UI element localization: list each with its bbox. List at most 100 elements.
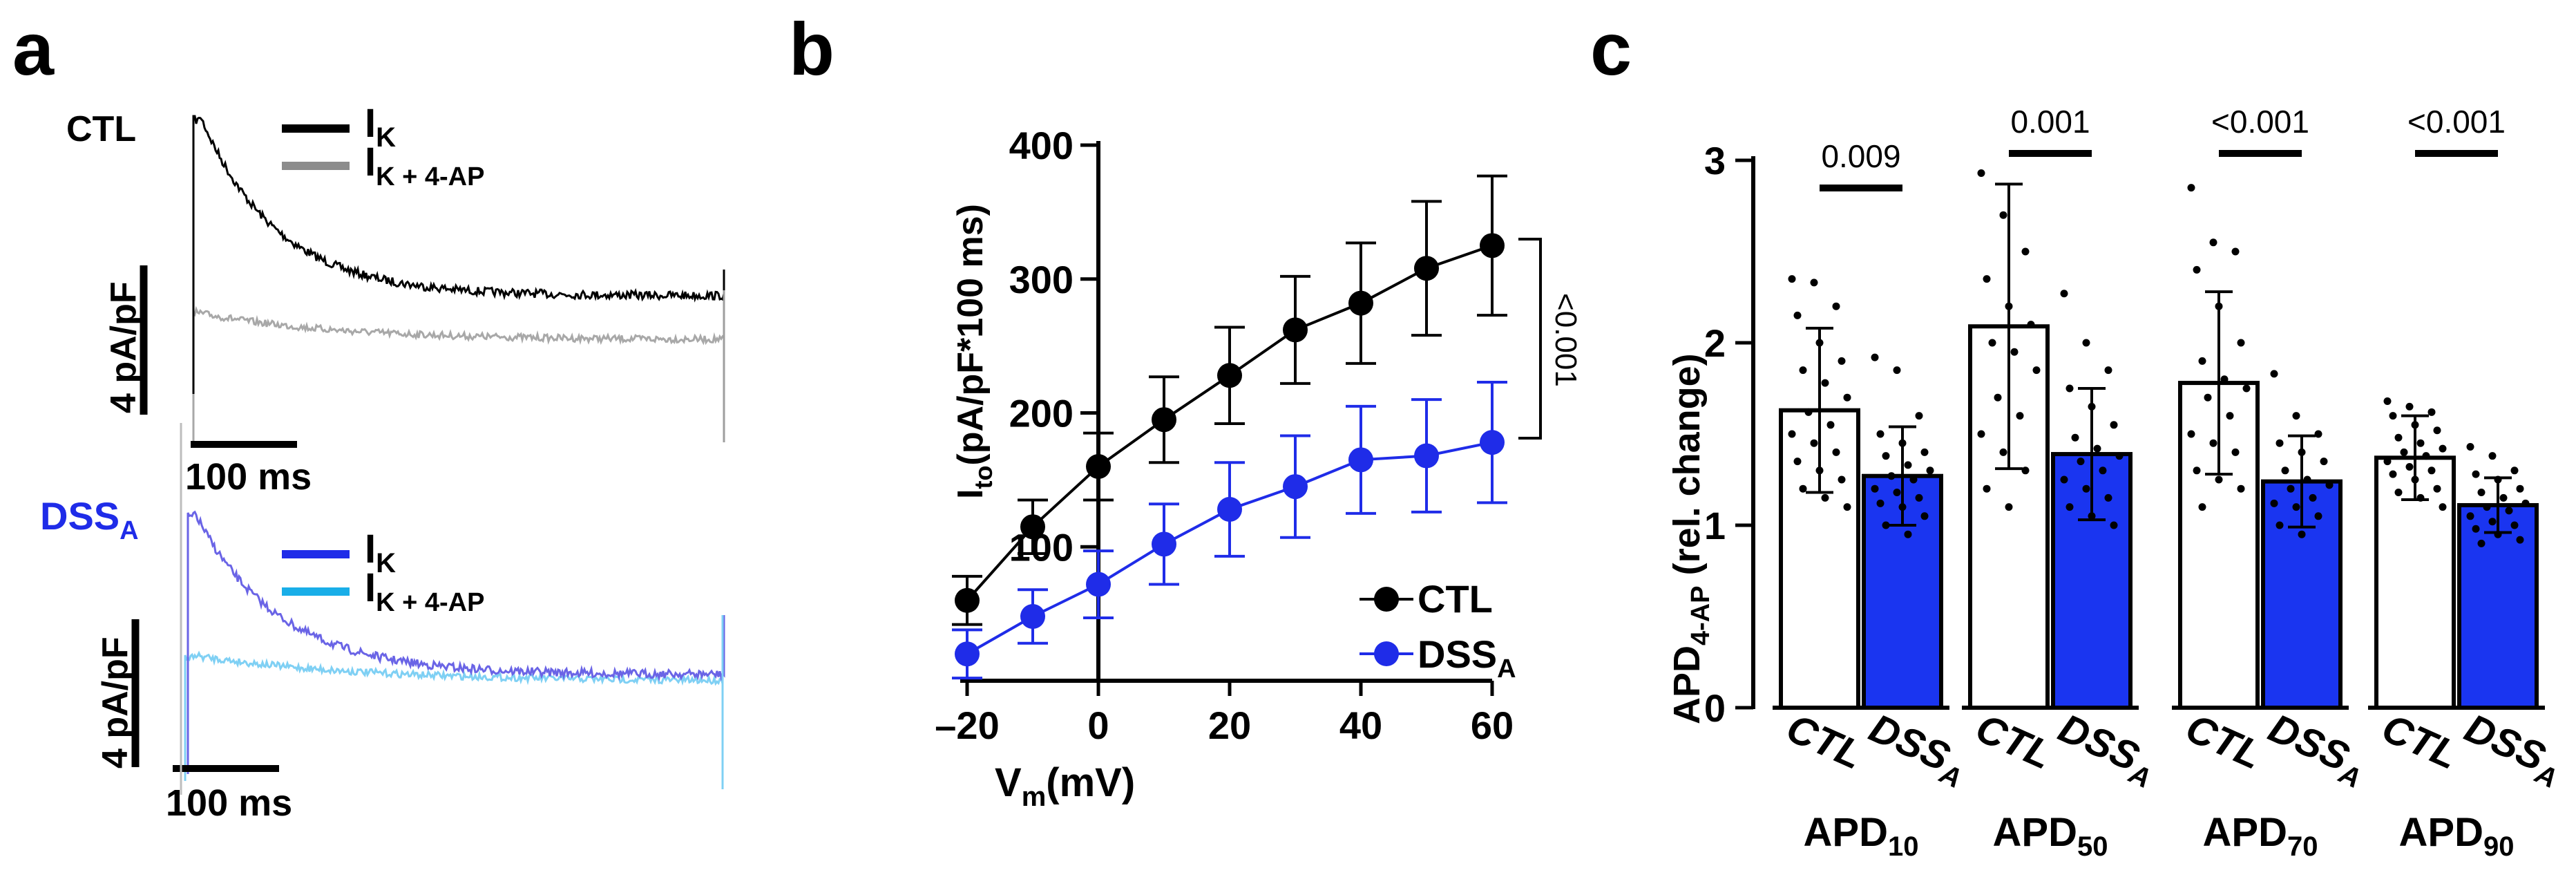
apd-data-point	[2065, 384, 2074, 393]
apd-data-point	[2394, 433, 2403, 442]
apd-data-point	[2198, 357, 2206, 365]
iv-y-tick-label: 300	[1009, 258, 1074, 301]
apd-data-point	[2405, 463, 2414, 471]
apd-data-point	[1999, 211, 2007, 219]
iv-point	[955, 641, 980, 667]
apd-data-point	[2065, 503, 2074, 511]
apd-data-point	[2187, 184, 2195, 192]
apd-category-label: DSSA	[1860, 705, 1975, 794]
apd-data-point	[1821, 493, 1829, 502]
apd-data-point	[2220, 375, 2229, 384]
panel-c-label: c	[1590, 7, 1632, 91]
iv-point	[955, 587, 980, 613]
iv-x-tick-label: 40	[1339, 704, 1382, 747]
apd-data-point	[2099, 466, 2107, 475]
apd-data-point	[2427, 466, 2436, 475]
apd-data-point	[2187, 430, 2195, 438]
apd-data-point	[2510, 521, 2519, 529]
apd-category-label: DSSA	[2050, 705, 2164, 794]
apd-category-label: CTL	[2376, 705, 2465, 777]
apd-data-point	[1804, 408, 1813, 416]
apd-data-point	[2510, 466, 2519, 475]
legend-ik4ap-label-ctl: IK + 4-AP	[365, 140, 484, 191]
apd-data-point	[1915, 493, 1923, 502]
iv-point	[1217, 363, 1242, 388]
apd-data-point	[1876, 499, 1885, 507]
apd-data-point	[1793, 458, 1802, 466]
apd-data-point	[2292, 412, 2300, 420]
apd-data-point	[2237, 484, 2245, 493]
iv-point	[1414, 256, 1439, 281]
apd-data-point	[2276, 521, 2284, 529]
apd-data-point	[1832, 302, 1840, 310]
iv-point	[1414, 443, 1439, 469]
apd-data-point	[1920, 448, 1929, 456]
apd-data-point	[2016, 412, 2024, 420]
apd-data-point	[2209, 439, 2217, 447]
apd-data-point	[1893, 366, 1901, 375]
iv-y-tick-label: 200	[1009, 392, 1074, 435]
apd-data-point	[2427, 408, 2436, 416]
apd-data-point	[1843, 503, 1851, 511]
scale-label-x-ctl: 100 ms	[185, 456, 312, 498]
apd-data-point	[1882, 521, 1890, 529]
apd-data-point	[1988, 339, 1996, 347]
apd-y-axis-title: APD4-AP (rel. change)	[1666, 353, 1715, 724]
apd-data-point	[2488, 518, 2497, 526]
apd-data-point	[2204, 393, 2212, 402]
apd-data-point	[2499, 493, 2508, 502]
apd-data-point	[1843, 393, 1851, 402]
apd-bar-plot: 0123CTLDSSA0.009APD10CTLDSSA0.001APD50CT…	[1704, 104, 2570, 862]
apd-data-point	[2287, 484, 2295, 493]
iv-point	[1283, 474, 1308, 500]
apd-data-point	[2416, 439, 2425, 447]
apd-data-point	[2516, 536, 2524, 544]
trace-dss-ik	[187, 510, 725, 774]
apd-data-point	[2010, 348, 2019, 356]
apd-data-point	[2021, 466, 2030, 475]
apd-category-label: DSSA	[2456, 705, 2570, 794]
apd-data-point	[1994, 393, 2002, 402]
apd-data-point	[2032, 366, 2041, 375]
apd-data-point	[2021, 247, 2030, 256]
apd-data-point	[2270, 499, 2278, 507]
apd-data-point	[2400, 448, 2408, 456]
apd-data-point	[1838, 475, 1846, 484]
apd-data-point	[2439, 503, 2447, 511]
iv-significance-bracket	[1518, 238, 1542, 440]
apd-data-point	[1871, 353, 1879, 361]
scale-label-x-dss: 100 ms	[166, 782, 292, 824]
apd-data-point	[1904, 461, 1912, 469]
apd-data-point	[1904, 530, 1912, 538]
apd-data-point	[2005, 503, 2013, 511]
apd-data-point	[2433, 426, 2441, 435]
apd-data-point	[1926, 466, 1934, 475]
apd-data-point	[2325, 481, 2334, 489]
apd-data-point	[2405, 402, 2414, 411]
iv-point	[1152, 407, 1176, 433]
apd-data-point	[1821, 379, 1829, 387]
apd-data-point	[2389, 412, 2397, 420]
panel-b-label: b	[789, 7, 834, 91]
apd-data-point	[2071, 433, 2079, 442]
apd-data-point	[1832, 448, 1840, 456]
apd-category-label: CTL	[1969, 705, 2059, 777]
iv-x-tick-label: 20	[1208, 704, 1251, 747]
apd-data-point	[2466, 442, 2474, 451]
apd-data-point	[2237, 339, 2245, 347]
apd-data-point	[1920, 512, 1929, 520]
panel-a: a CTL IK IK + 4-AP 4 pA/pF 100 ms DSSA I…	[12, 7, 725, 824]
legend-ik-label-dss: IK	[365, 527, 396, 578]
iv-point	[1480, 430, 1505, 455]
apd-data-point	[2231, 448, 2240, 456]
legend-ctl-label: CTL	[1418, 577, 1493, 621]
iv-point	[1283, 317, 1308, 343]
apd-data-point	[2242, 384, 2251, 393]
scale-label-y-dss: 4 pA/pF	[95, 637, 135, 769]
apd-data-point	[1915, 412, 1923, 420]
apd-category-label: CTL	[1780, 705, 1869, 777]
apd-data-point	[2309, 493, 2317, 502]
apd-data-point	[2276, 439, 2284, 447]
